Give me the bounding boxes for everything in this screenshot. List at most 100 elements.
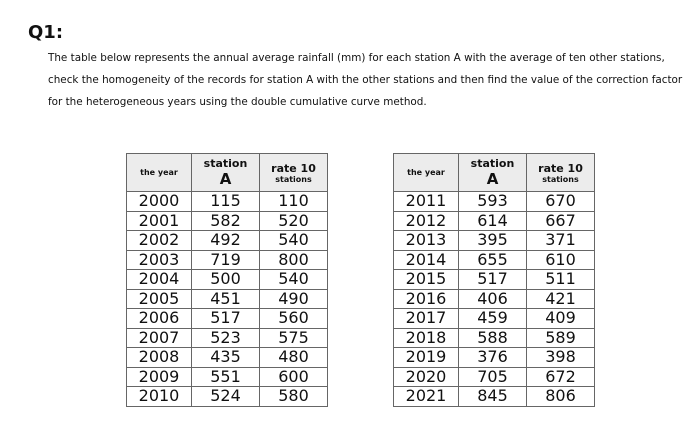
data-row: 2016 406 421 [393,288,595,309]
cell: 520 [259,210,328,231]
cell: 2018 [393,327,459,348]
header-text: A [486,170,499,188]
cell: 2000 [126,191,192,212]
cell: 600 [259,366,328,387]
cell: 655 [458,249,527,270]
cell: 480 [259,347,328,368]
cell: 705 [458,366,527,387]
cell: 2019 [393,347,459,368]
cell: 2002 [126,230,192,251]
cell: 593 [458,191,527,212]
cell: 524 [191,386,260,407]
cell: 2015 [393,269,459,290]
cell: 421 [526,288,595,309]
cell: 2010 [126,386,192,407]
cell: 719 [191,249,260,270]
data-row: 2010 524 580 [126,386,328,407]
cell: 511 [526,269,595,290]
cell: 2011 [393,191,459,212]
cell: 110 [259,191,328,212]
cell: 551 [191,366,260,387]
cell: 610 [526,249,595,270]
cell: 588 [458,327,527,348]
cell: 670 [526,191,595,212]
cell: 580 [259,386,328,407]
data-row: 2021 845 806 [393,386,595,407]
cell: 2009 [126,366,192,387]
cell: 523 [191,327,260,348]
data-row: 2008 435 480 [126,347,328,368]
cell: 2008 [126,347,192,368]
data-row: 2014 655 610 [393,249,595,270]
data-row: 2007 523 575 [126,327,328,348]
header-text: rate 10 [538,161,583,175]
data-row: 2017 459 409 [393,308,595,329]
header-cell: station A [191,153,260,192]
cell: 490 [259,288,328,309]
data-row: 2009 551 600 [126,366,328,387]
cell: 115 [191,191,260,212]
cell: 560 [259,308,328,329]
cell: 800 [259,249,328,270]
data-row: 2001 582 520 [126,210,328,231]
cell: 492 [191,230,260,251]
data-row: 2011 593 670 [393,191,595,212]
cell: 2012 [393,210,459,231]
header-text: station [470,157,515,170]
cell: 2006 [126,308,192,329]
cell: 806 [526,386,595,407]
header-text: the year [140,168,178,177]
header-text: A [219,170,232,188]
cell: 2016 [393,288,459,309]
header-text: stations [275,174,312,184]
cell: 459 [458,308,527,329]
cell: 575 [259,327,328,348]
data-row: 2006 517 560 [126,308,328,329]
cell: 2021 [393,386,459,407]
cell: 589 [526,327,595,348]
header-text: station [203,157,248,170]
cell: 517 [191,308,260,329]
cell: 2005 [126,288,192,309]
header-text: the year [407,168,445,177]
data-row: 2002 492 540 [126,230,328,251]
cell: 2004 [126,269,192,290]
header-text: stations [542,174,579,184]
data-row: 2018 588 589 [393,327,595,348]
header-cell: station A [458,153,527,192]
data-row: 2019 376 398 [393,347,595,368]
cell: 371 [526,230,595,251]
cell: 2001 [126,210,192,231]
header-cell: rate 10 stations [526,153,595,192]
cell: 2007 [126,327,192,348]
header-text: rate 10 [271,161,316,175]
question-title: Q1: [28,22,64,43]
cell: 667 [526,210,595,231]
data-row: 2004 500 540 [126,269,328,290]
cell: 406 [458,288,527,309]
data-row: 2015 517 511 [393,269,595,290]
cell: 2017 [393,308,459,329]
cell: 672 [526,366,595,387]
cell: 398 [526,347,595,368]
data-row: 2005 451 490 [126,288,328,309]
cell: 451 [191,288,260,309]
header-cell: the year [393,153,459,192]
cell: 614 [458,210,527,231]
cell: 500 [191,269,260,290]
cell: 395 [458,230,527,251]
data-row: 2000 115 110 [126,191,328,212]
cell: 517 [458,269,527,290]
instructions: The table below represents the annual av… [48,52,683,108]
cell: 2020 [393,366,459,387]
cell: 409 [526,308,595,329]
cell: 845 [458,386,527,407]
cell: 2014 [393,249,459,270]
cell: 582 [191,210,260,231]
cell: 2013 [393,230,459,251]
